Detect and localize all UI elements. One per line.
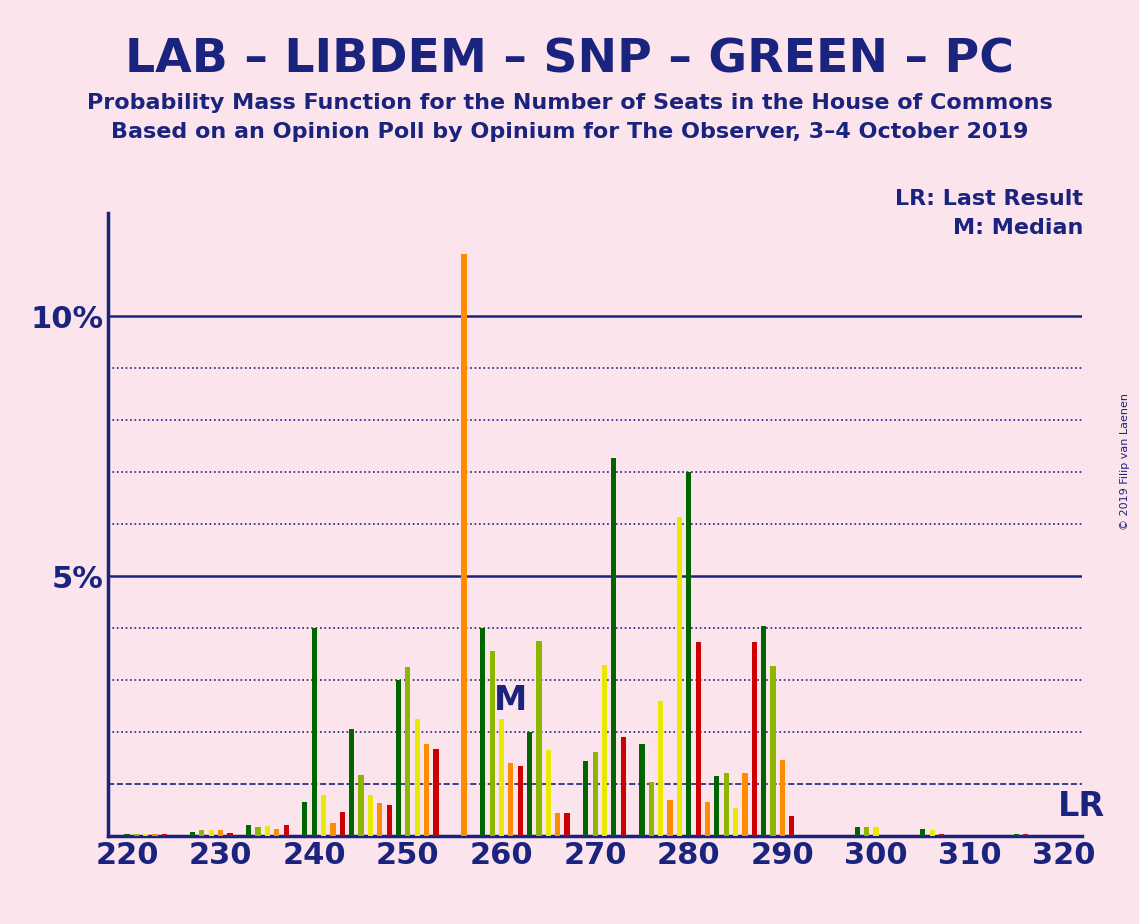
Bar: [199, 830, 204, 836]
Text: Probability Mass Function for the Number of Seats in the House of Commons: Probability Mass Function for the Number…: [87, 93, 1052, 114]
Bar: [208, 830, 214, 836]
Bar: [565, 813, 570, 836]
Bar: [874, 827, 878, 836]
Bar: [264, 826, 270, 836]
Bar: [705, 802, 710, 836]
Bar: [162, 833, 167, 836]
Bar: [481, 628, 485, 836]
Bar: [677, 517, 682, 836]
Bar: [274, 830, 279, 836]
Bar: [555, 813, 560, 836]
Bar: [517, 766, 523, 836]
Bar: [649, 782, 654, 836]
Bar: [424, 744, 429, 836]
Bar: [592, 751, 598, 836]
Bar: [929, 830, 935, 836]
Bar: [780, 760, 785, 836]
Bar: [246, 825, 252, 836]
Bar: [190, 832, 195, 836]
Bar: [1014, 833, 1019, 836]
Bar: [854, 827, 860, 836]
Bar: [405, 667, 410, 836]
Bar: [349, 729, 354, 836]
Bar: [386, 805, 392, 836]
Bar: [359, 775, 363, 836]
Bar: [284, 825, 288, 836]
Text: M: Median: M: Median: [953, 218, 1083, 238]
Text: LR: Last Result: LR: Last Result: [895, 188, 1083, 209]
Bar: [1023, 833, 1029, 836]
Bar: [686, 472, 691, 836]
Bar: [612, 584, 616, 836]
Bar: [527, 732, 532, 836]
Text: M: M: [494, 684, 527, 717]
Bar: [612, 457, 616, 836]
Bar: [583, 760, 589, 836]
Bar: [312, 808, 317, 836]
Bar: [621, 737, 625, 836]
Bar: [218, 830, 223, 836]
Bar: [302, 802, 308, 836]
Bar: [144, 833, 148, 836]
Bar: [601, 664, 607, 836]
Bar: [368, 795, 372, 836]
Bar: [939, 833, 944, 836]
Bar: [228, 833, 232, 836]
Bar: [546, 750, 551, 836]
Bar: [255, 827, 261, 836]
Bar: [920, 829, 926, 836]
Bar: [667, 800, 673, 836]
Bar: [339, 812, 345, 836]
Bar: [789, 817, 794, 836]
Bar: [312, 628, 317, 836]
Bar: [714, 776, 720, 836]
Bar: [461, 254, 467, 836]
Bar: [723, 772, 729, 836]
Bar: [508, 763, 514, 836]
Bar: [865, 827, 869, 836]
Bar: [499, 719, 505, 836]
Bar: [377, 804, 383, 836]
Bar: [490, 651, 494, 836]
Text: Based on an Opinion Poll by Opinium for The Observer, 3–4 October 2019: Based on an Opinion Poll by Opinium for …: [110, 122, 1029, 142]
Bar: [396, 680, 401, 836]
Bar: [133, 833, 139, 836]
Bar: [321, 795, 326, 836]
Text: LAB – LIBDEM – SNP – GREEN – PC: LAB – LIBDEM – SNP – GREEN – PC: [125, 38, 1014, 82]
Bar: [658, 701, 663, 836]
Bar: [536, 641, 541, 836]
Bar: [330, 823, 336, 836]
Bar: [752, 642, 757, 836]
Text: LR: LR: [1058, 790, 1105, 823]
Bar: [770, 665, 776, 836]
Bar: [743, 772, 747, 836]
Bar: [696, 642, 700, 836]
Bar: [433, 748, 439, 836]
Bar: [639, 744, 645, 836]
Bar: [124, 833, 130, 836]
Bar: [415, 719, 420, 836]
Text: © 2019 Filip van Laenen: © 2019 Filip van Laenen: [1121, 394, 1130, 530]
Bar: [153, 833, 157, 836]
Bar: [734, 808, 738, 836]
Bar: [761, 626, 767, 836]
